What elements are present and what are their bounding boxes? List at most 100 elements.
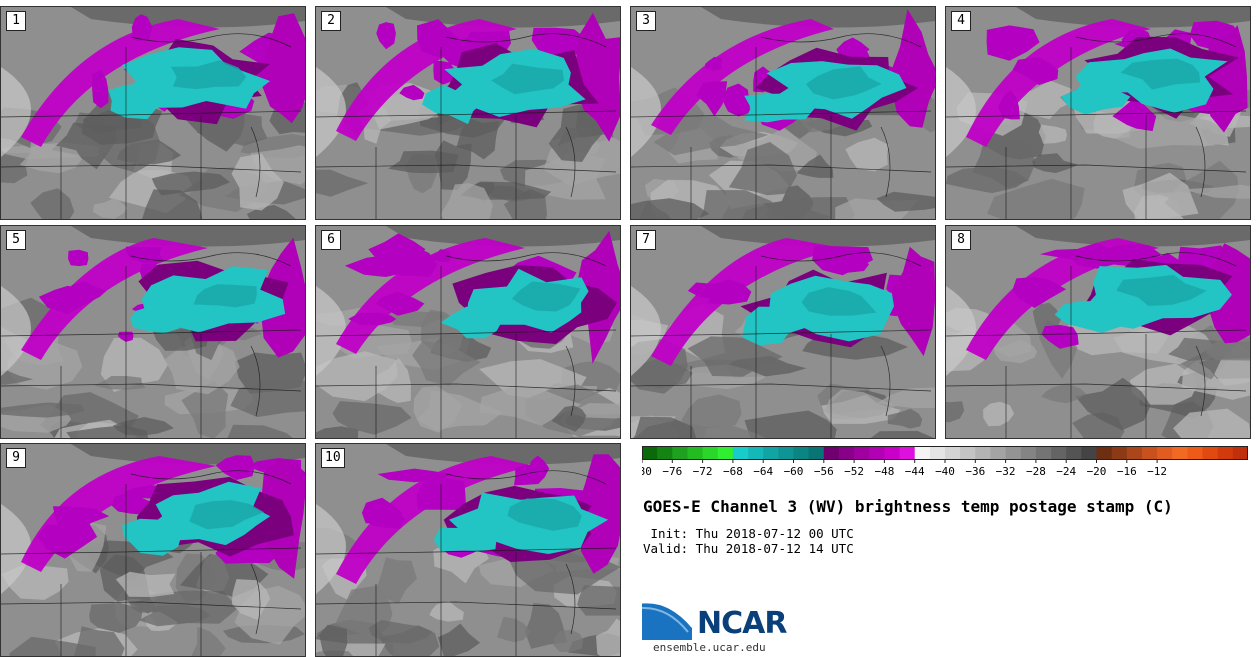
cloud-texture xyxy=(71,7,305,28)
cold-cloud-band xyxy=(37,521,98,559)
state-boundary xyxy=(1,329,302,337)
state-boundary xyxy=(946,383,1247,392)
map-panel: 7 xyxy=(630,225,936,439)
cloud-texture xyxy=(687,336,783,377)
cloud-texture xyxy=(89,603,143,633)
colorbar-tick-label: −16 xyxy=(1117,465,1137,478)
cloud-texture xyxy=(870,431,935,438)
cloud-texture xyxy=(497,616,531,643)
colorbar-bin xyxy=(975,446,991,460)
state-boundary xyxy=(1,110,302,118)
cold-cloud-band xyxy=(125,246,164,264)
state-boundary xyxy=(316,164,617,173)
satellite-map xyxy=(1,7,305,219)
cloud-texture xyxy=(1173,408,1250,438)
panel-label: 6 xyxy=(321,230,341,250)
cold-cloud-band xyxy=(377,468,453,483)
cold-cloud-band xyxy=(258,13,305,124)
cloud-texture xyxy=(845,137,889,172)
state-boundary xyxy=(445,33,607,48)
colorbar: −80−76−72−68−64−60−56−52−48−44−40−36−32−… xyxy=(642,446,1248,478)
cloud-texture xyxy=(1038,124,1067,144)
satellite-map xyxy=(946,226,1250,438)
state-boundary xyxy=(250,126,261,198)
map-panel: 8 xyxy=(945,225,1251,439)
cold-cloud-band xyxy=(215,455,255,480)
cloud-texture xyxy=(368,620,433,644)
cloud-texture xyxy=(412,340,481,386)
state-boundary xyxy=(130,33,292,48)
state-boundary xyxy=(565,126,576,198)
cloud-texture xyxy=(164,338,240,395)
colorbar-tick-label: −60 xyxy=(784,465,804,478)
colorbar-bin xyxy=(642,446,658,460)
colorbar-bin xyxy=(838,446,855,460)
state-boundary xyxy=(250,563,261,635)
panel-label: 7 xyxy=(636,230,656,250)
state-boundary xyxy=(316,110,617,118)
colorbar-bin xyxy=(1096,446,1113,460)
state-boundary xyxy=(760,252,922,267)
cloud-texture xyxy=(416,390,504,431)
cloud-texture xyxy=(946,286,976,376)
state-boundary xyxy=(130,470,292,485)
state-boundary xyxy=(880,345,891,417)
cold-cloud-band xyxy=(889,246,935,357)
colorbar-bin xyxy=(1232,446,1248,460)
cloud-texture xyxy=(972,138,1036,189)
colorbar-bin xyxy=(929,446,946,460)
colorbar-bin xyxy=(1111,446,1128,460)
figure-title: GOES-E Channel 3 (WV) brightness temp po… xyxy=(643,497,1173,516)
cloud-texture xyxy=(1016,226,1250,247)
cloud-texture xyxy=(142,189,203,219)
cold-cloud-band xyxy=(429,249,452,263)
cold-cloud-band xyxy=(92,69,109,109)
site-url: ensemble.ucar.edu xyxy=(653,641,766,654)
state-boundary xyxy=(1075,33,1237,48)
colorbar-tick-label: −40 xyxy=(935,465,955,478)
satellite-map xyxy=(316,226,620,438)
colorbar-bin xyxy=(748,446,764,460)
colorbar-tick-label: −12 xyxy=(1147,465,1167,478)
colorbar-bin xyxy=(687,446,703,460)
cold-cloud-band xyxy=(399,84,425,101)
state-boundary xyxy=(880,126,891,198)
panel-label: 8 xyxy=(951,230,971,250)
state-boundary xyxy=(1,601,302,610)
cold-cloud-band xyxy=(704,56,723,71)
cloud-texture xyxy=(1129,363,1197,405)
map-panel: 3 xyxy=(630,6,936,220)
convective-core xyxy=(801,287,877,316)
colorbar-tick-label: −24 xyxy=(1056,465,1076,478)
map-panel: 2 xyxy=(315,6,621,220)
cloud-texture xyxy=(1041,383,1086,404)
cloud-texture xyxy=(631,67,661,157)
cloud-texture xyxy=(701,7,935,28)
cloud-texture xyxy=(377,557,417,604)
cold-cloud-band xyxy=(651,19,834,135)
cold-cloud-band xyxy=(368,233,426,261)
cloud-texture xyxy=(227,424,293,438)
cold-cloud-band xyxy=(696,81,728,117)
panel-label: 9 xyxy=(6,448,26,468)
cold-cloud-band xyxy=(722,83,751,117)
colorbar-bin xyxy=(914,446,931,460)
cold-cloud-band xyxy=(416,478,467,510)
cloud-texture xyxy=(71,226,305,247)
cloud-texture xyxy=(1180,184,1250,199)
colorbar-tick-label: −48 xyxy=(874,465,894,478)
colorbar-bin xyxy=(823,446,840,460)
cloud-texture xyxy=(316,67,346,157)
convective-core xyxy=(130,306,186,334)
map-panel: 6 xyxy=(315,225,621,439)
valid-time: Valid: Thu 2018-07-12 14 UTC xyxy=(643,541,854,556)
convective-core xyxy=(507,498,582,531)
colorbar-bin xyxy=(657,446,673,460)
cloud-texture xyxy=(316,351,398,402)
colorbar-tick-label: −64 xyxy=(753,465,773,478)
panel-label: 2 xyxy=(321,11,341,31)
cloud-texture xyxy=(1009,80,1076,120)
state-boundary xyxy=(445,470,607,485)
cloud-texture xyxy=(1032,153,1079,173)
cloud-texture xyxy=(653,115,769,156)
